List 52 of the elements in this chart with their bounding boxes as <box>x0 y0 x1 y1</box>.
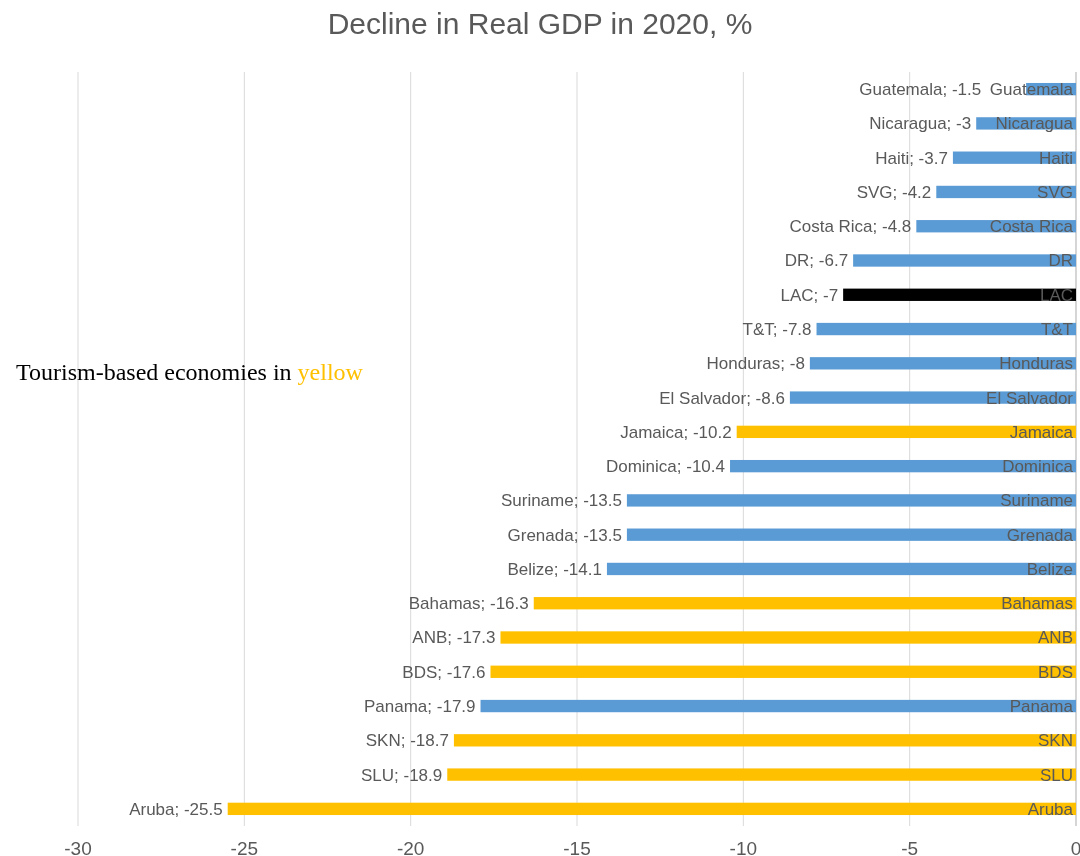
x-tick-label: -5 <box>901 837 919 856</box>
data-label: Guatemala; -1.5 <box>859 80 982 100</box>
data-label: LAC; -7 <box>780 285 839 305</box>
x-tick-label: -30 <box>64 837 92 856</box>
y-tick-label: SLU <box>1039 765 1073 785</box>
y-tick-label: Jamaica <box>1009 422 1074 442</box>
y-tick-label: T&T <box>1040 320 1073 339</box>
y-tick-label: Aruba <box>1027 799 1074 819</box>
data-label: SKN; -18.7 <box>365 731 449 751</box>
y-tick-label: Panama <box>1009 697 1074 716</box>
x-tick-label: -20 <box>396 837 425 856</box>
data-label: Panama; -17.9 <box>364 697 476 716</box>
y-tick-label: Bahamas <box>1001 594 1073 614</box>
y-tick-label: DR <box>1048 251 1073 271</box>
y-tick-label: SVG <box>1037 182 1073 202</box>
data-label: Dominica; -10.4 <box>605 457 726 477</box>
data-label: Jamaica; -10.2 <box>620 422 732 442</box>
y-tick-label: Honduras <box>999 354 1073 374</box>
data-label: Nicaragua; -3 <box>869 114 972 134</box>
y-tick-label: ANB <box>1038 628 1073 648</box>
y-tick-label: Nicaragua <box>995 114 1074 134</box>
x-tick-label: -25 <box>230 837 259 856</box>
data-label: Suriname; -13.5 <box>500 491 622 511</box>
x-tick-label: 0 <box>1070 837 1080 856</box>
data-label: ANB; -17.3 <box>412 628 496 648</box>
annotation: Tourism-based economies in yellow <box>16 359 364 386</box>
data-label: T&T; -7.8 <box>742 320 812 339</box>
x-tick-label: -10 <box>729 837 758 856</box>
data-label: Haiti; -3.7 <box>875 148 948 168</box>
y-tick-label: BDS <box>1038 662 1073 682</box>
data-label: BDS; -17.6 <box>402 662 486 682</box>
y-tick-label: Costa Rica <box>989 217 1074 237</box>
data-label: Grenada; -13.5 <box>507 525 622 545</box>
data-label: SLU; -18.9 <box>360 765 443 785</box>
data-label: Costa Rica; -4.8 <box>789 217 912 237</box>
y-tick-label: Belize <box>1026 559 1073 579</box>
data-label: Belize; -14.1 <box>507 559 602 579</box>
x-tick-label: -15 <box>563 837 591 856</box>
y-tick-label: Dominica <box>1002 457 1074 477</box>
y-tick-label: Grenada <box>1006 525 1074 545</box>
y-tick-label: LAC <box>1039 285 1073 305</box>
y-tick-label: El Salvador <box>986 388 1074 408</box>
y-tick-label: Suriname <box>1000 491 1073 511</box>
data-label: DR; -6.7 <box>784 251 849 271</box>
data-label: SVG; -4.2 <box>856 182 932 202</box>
data-label: Bahamas; -16.3 <box>408 594 529 614</box>
chart-title: Decline in Real GDP in 2020, % <box>327 7 753 40</box>
y-tick-label: SKN <box>1038 731 1073 751</box>
data-label: El Salvador; -8.6 <box>659 388 785 408</box>
data-label: Honduras; -8 <box>706 354 805 374</box>
y-tick-label: Haiti <box>1038 148 1073 168</box>
data-label: Aruba; -25.5 <box>129 799 223 819</box>
